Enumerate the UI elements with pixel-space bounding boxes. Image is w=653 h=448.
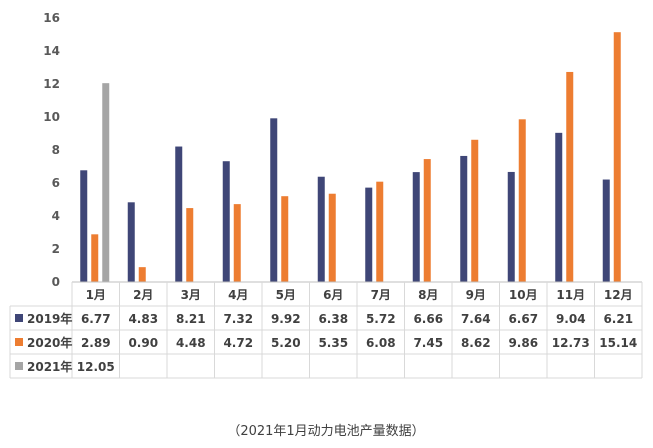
data-label: 5.20 — [271, 336, 301, 350]
y-tick-label: 6 — [52, 176, 60, 190]
data-table: 1月 2月 3月 4月 5月 6月 7月 8月 9月 10月 11月 12月 2019年 6.77 4.83… — [9, 281, 643, 379]
y-tick-label: 12 — [43, 77, 60, 91]
data-label: 12.73 — [552, 336, 590, 350]
legend-label: 2020年 — [27, 335, 72, 350]
data-label: 9.92 — [271, 312, 301, 326]
bar — [222, 161, 230, 282]
data-label: 9.86 — [508, 336, 538, 350]
data-label: 12.05 — [77, 360, 115, 374]
data-label: 4.48 — [176, 336, 206, 350]
x-tick-label: 10月 — [509, 288, 538, 302]
bar — [412, 172, 420, 282]
data-label: 5.72 — [366, 312, 396, 326]
x-tick-label: 1月 — [86, 288, 106, 302]
bar — [376, 181, 384, 282]
y-tick-label: 16 — [43, 11, 60, 25]
x-tick-label: 5月 — [276, 288, 296, 302]
data-label: 9.04 — [556, 312, 586, 326]
data-label: 7.32 — [223, 312, 253, 326]
x-tick-label: 4月 — [228, 288, 248, 302]
bar — [613, 32, 621, 282]
y-tick-label: 8 — [52, 143, 60, 157]
y-axis: 0 2 4 6 8 10 12 14 16 — [43, 11, 60, 289]
bar — [233, 204, 241, 282]
bar — [127, 202, 135, 282]
bar — [186, 208, 194, 282]
x-tick-label: 12月 — [604, 288, 633, 302]
bar — [423, 159, 431, 282]
bar — [175, 146, 183, 282]
bar — [471, 139, 479, 282]
legend-label: 2021年 — [27, 359, 72, 374]
y-tick-label: 4 — [52, 209, 60, 223]
x-tick-label: 6月 — [323, 288, 343, 302]
data-label: 6.38 — [318, 312, 348, 326]
x-tick-label: 7月 — [371, 288, 391, 302]
bar — [365, 187, 373, 282]
y-tick-label: 14 — [43, 44, 60, 58]
bar — [281, 196, 289, 282]
data-label: 7.64 — [461, 312, 491, 326]
data-label: 7.45 — [413, 336, 443, 350]
legend-swatch — [15, 362, 23, 370]
bar — [138, 267, 146, 282]
bar — [317, 176, 325, 282]
data-label: 4.83 — [128, 312, 158, 326]
data-label: 6.21 — [603, 312, 633, 326]
data-label: 2.89 — [81, 336, 111, 350]
data-label: 6.67 — [508, 312, 538, 326]
y-tick-label: 2 — [52, 242, 60, 256]
data-label: 8.21 — [176, 312, 206, 326]
bar — [102, 83, 110, 282]
x-tick-label: 2月 — [133, 288, 153, 302]
bar — [602, 179, 610, 282]
data-label: 6.77 — [81, 312, 111, 326]
y-tick-label: 10 — [43, 110, 60, 124]
data-label: 4.72 — [223, 336, 253, 350]
legend-swatch — [15, 314, 23, 322]
y-tick-label: 0 — [52, 275, 60, 289]
data-label: 15.14 — [599, 336, 637, 350]
bar — [328, 193, 336, 282]
bar — [91, 234, 99, 282]
data-label: 0.90 — [128, 336, 158, 350]
chart-caption: （2021年1月动力电池产量数据） — [227, 424, 424, 439]
x-tick-label: 11月 — [556, 288, 585, 302]
x-tick-label: 9月 — [466, 288, 486, 302]
data-label: 6.66 — [413, 312, 443, 326]
bar — [566, 71, 574, 282]
bar — [518, 119, 526, 282]
bars — [80, 32, 621, 282]
data-label: 6.08 — [366, 336, 396, 350]
x-tick-label: 3月 — [181, 288, 201, 302]
data-label: 8.62 — [461, 336, 491, 350]
legend-swatch — [15, 338, 23, 346]
bar — [555, 132, 563, 282]
bar — [460, 155, 468, 282]
legend-label: 2019年 — [27, 311, 72, 326]
data-label: 5.35 — [318, 336, 348, 350]
bar — [270, 118, 278, 282]
bar — [80, 170, 88, 282]
bar — [507, 171, 515, 282]
x-tick-label: 8月 — [418, 288, 438, 302]
